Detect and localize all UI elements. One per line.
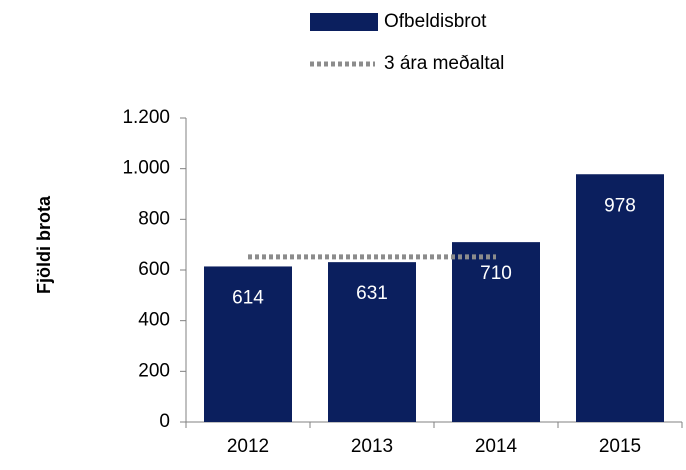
legend-swatch — [310, 13, 378, 31]
x-tick-label: 2012 — [227, 436, 269, 457]
y-axis-title: Fjöldi brota — [34, 195, 54, 294]
y-tick-label: 200 — [138, 360, 170, 381]
data-label: 631 — [356, 283, 388, 304]
legend-label: Ofbeldisbrot — [384, 11, 487, 32]
bar — [204, 266, 292, 422]
data-label: 710 — [480, 263, 512, 284]
y-tick-label: 800 — [138, 208, 170, 229]
x-tick-label: 2015 — [599, 436, 641, 457]
x-tick-label: 2014 — [475, 436, 518, 457]
x-tick-label: 2013 — [351, 436, 393, 457]
bar — [328, 262, 416, 422]
data-label: 978 — [604, 195, 636, 216]
y-tick-label: 400 — [138, 310, 170, 331]
y-tick-label: 600 — [138, 259, 170, 280]
y-tick-label: 0 — [159, 411, 170, 432]
y-tick-label: 1.000 — [122, 158, 170, 179]
bar — [576, 174, 664, 422]
data-label: 614 — [232, 287, 264, 308]
y-tick-label: 1.200 — [122, 107, 170, 128]
bar — [452, 242, 540, 422]
legend-label: 3 ára meðaltal — [384, 53, 504, 74]
